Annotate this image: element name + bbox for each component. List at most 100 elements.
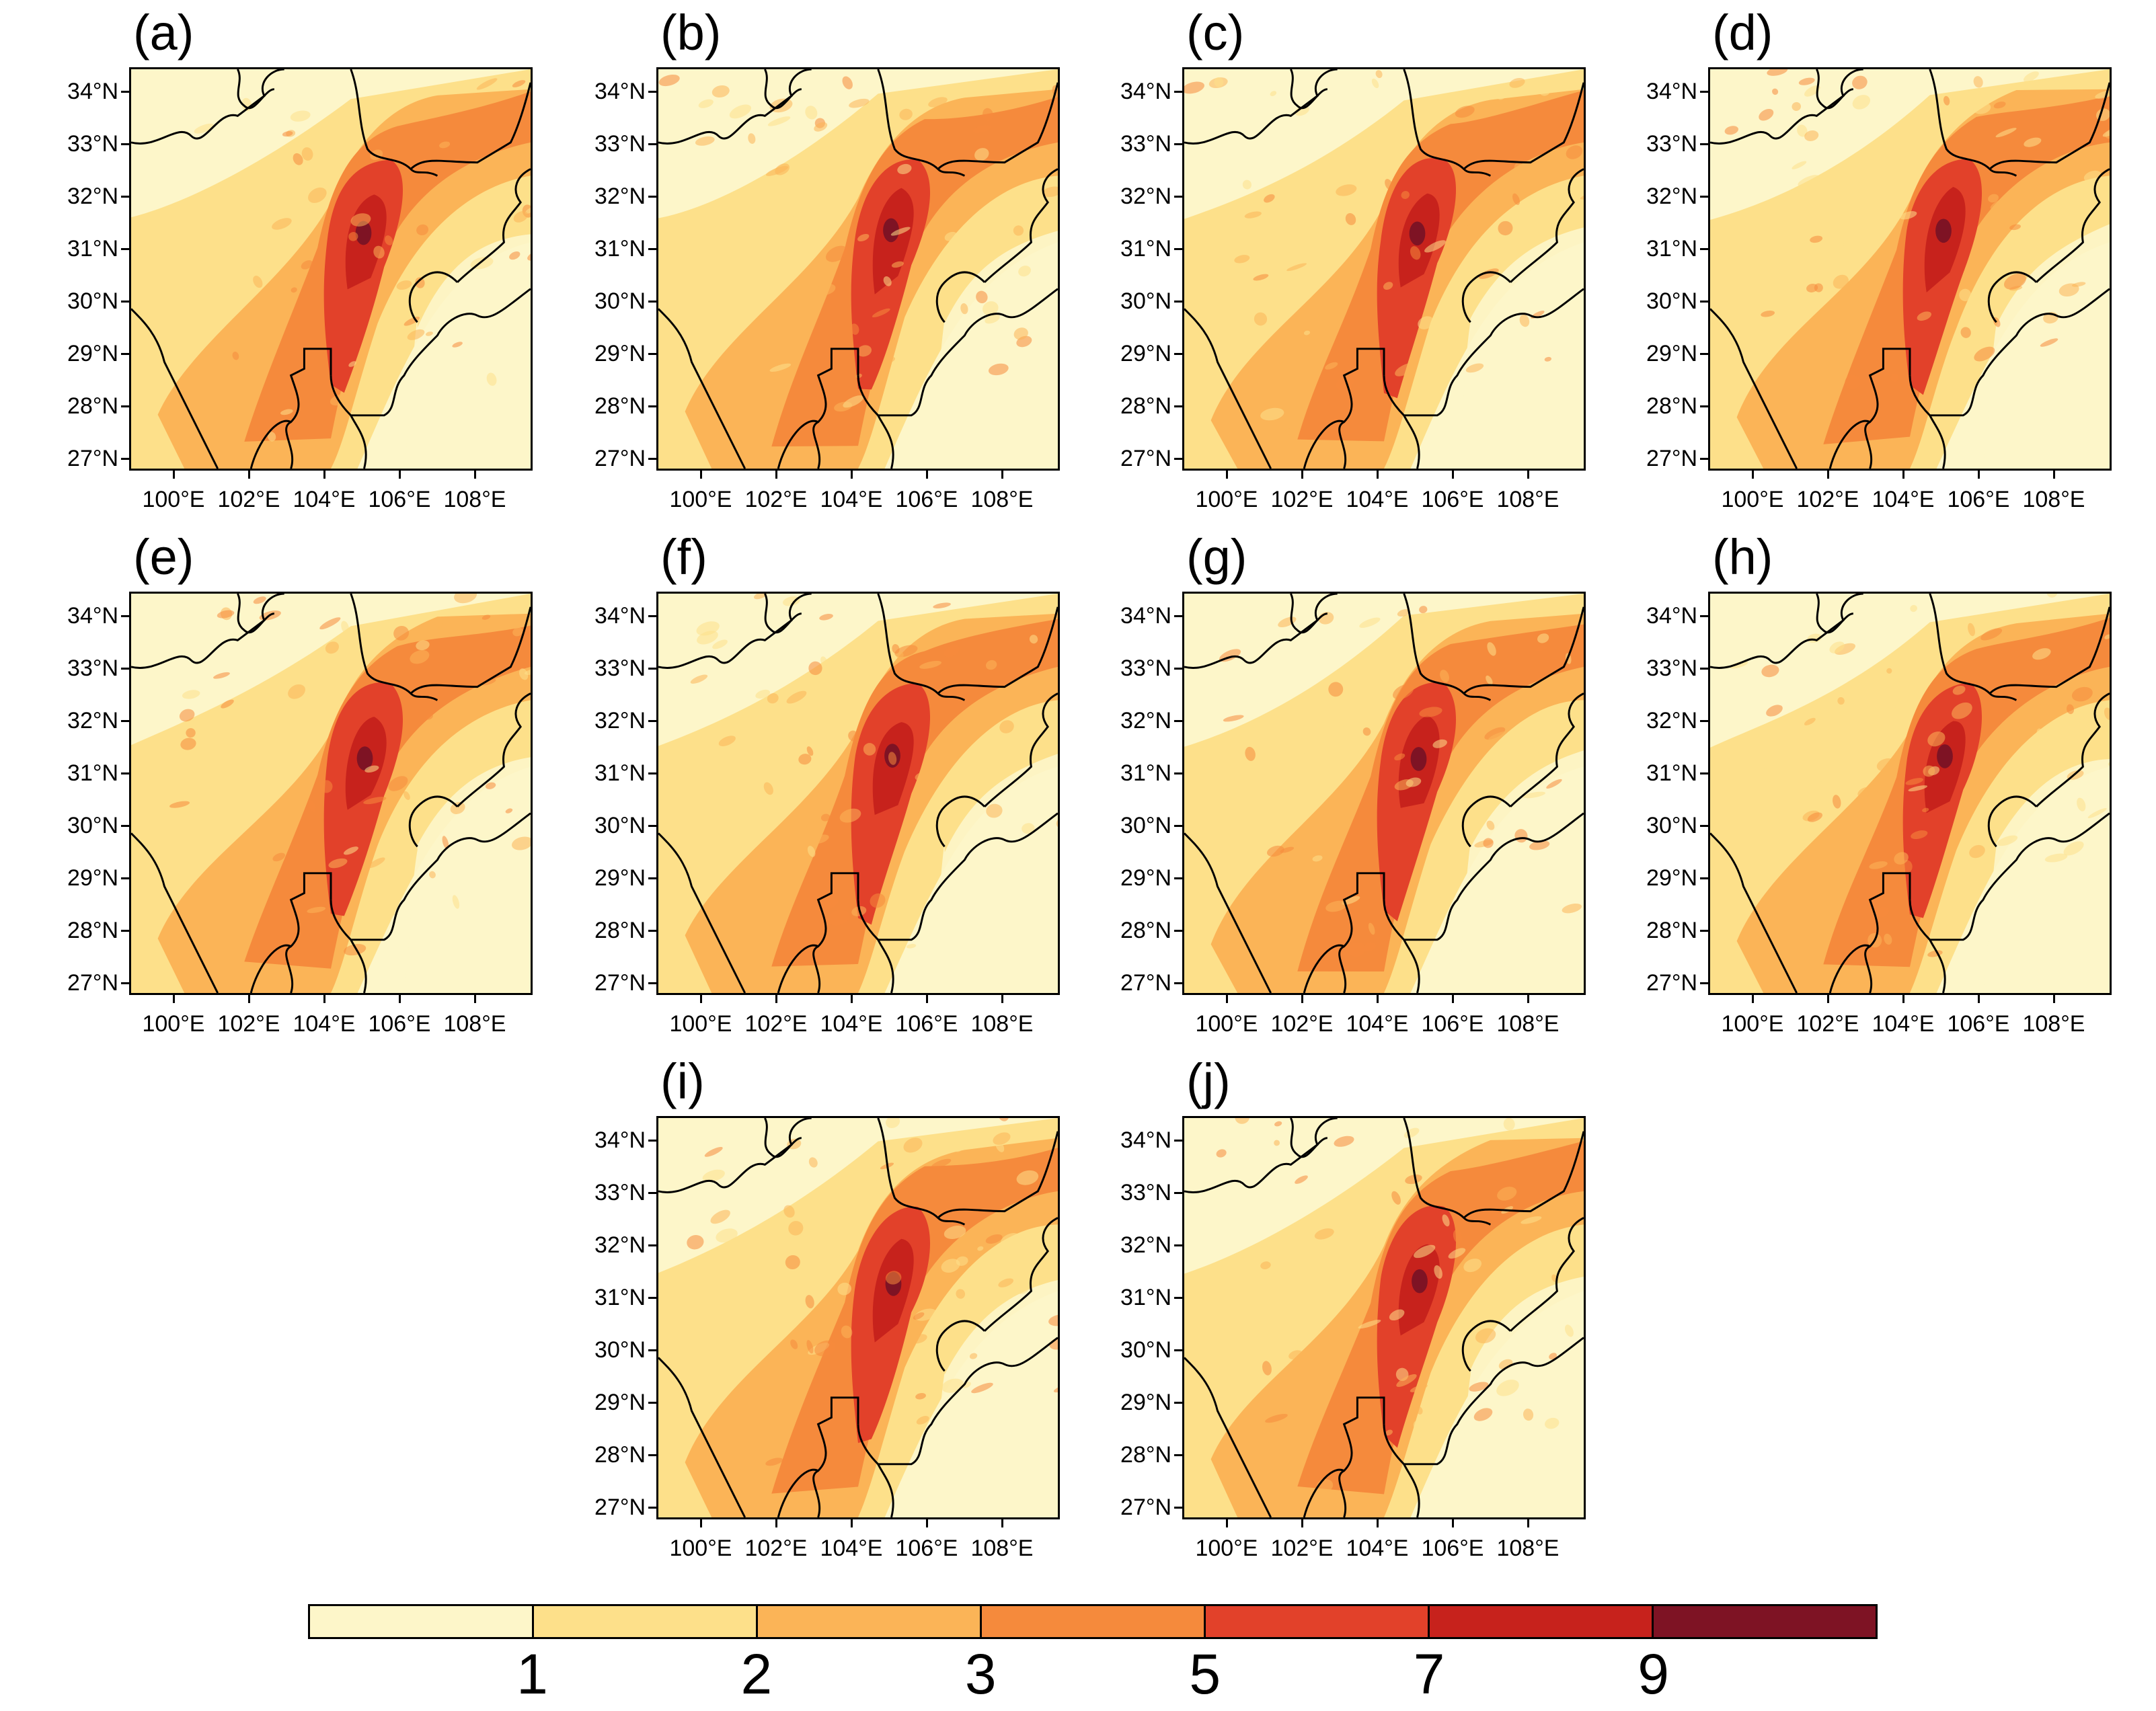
filled-contour-map xyxy=(131,69,531,469)
longitude-tick-label: 104°E xyxy=(1872,1011,1935,1037)
longitude-tick-label: 100°E xyxy=(1721,1011,1784,1037)
contour-level-3 xyxy=(1823,95,2110,444)
contour-level-3 xyxy=(771,619,1058,967)
latitude-tick xyxy=(1174,301,1182,303)
latitude-tick-label: 33°N xyxy=(67,131,118,157)
panel-label: (h) xyxy=(1712,529,1773,585)
longitude-tick xyxy=(1527,995,1529,1003)
province-boundary xyxy=(1184,1357,1272,1517)
province-boundary xyxy=(812,1396,859,1517)
latitude-tick xyxy=(1700,825,1708,827)
latitude-tick xyxy=(121,143,129,145)
longitude-tick-label: 108°E xyxy=(970,487,1034,512)
province-boundary xyxy=(1987,271,2038,323)
latitude-tick-label: 28°N xyxy=(1120,393,1171,419)
province-boundary xyxy=(350,415,367,469)
latitude-tick-label: 29°N xyxy=(594,1390,646,1415)
province-boundary xyxy=(1828,944,1871,993)
latitude-tick-label: 29°N xyxy=(67,865,118,891)
colorbar-label: 2 xyxy=(740,1642,773,1706)
latitude-tick xyxy=(648,982,656,984)
latitude-tick-label: 27°N xyxy=(594,970,646,996)
latitude-tick xyxy=(648,301,656,303)
province-boundary xyxy=(1710,832,1798,993)
latitude-tick xyxy=(648,1507,656,1509)
latitude-tick-label: 32°N xyxy=(594,708,646,733)
colorbar xyxy=(308,1604,1878,1639)
province-boundary xyxy=(1184,69,1338,145)
province-boundary xyxy=(131,594,284,669)
longitude-tick xyxy=(173,471,175,479)
latitude-tick xyxy=(1174,720,1182,722)
latitude-tick xyxy=(648,1402,656,1404)
province-boundary xyxy=(1828,420,1871,469)
province-boundary xyxy=(937,1131,1058,1219)
latitude-tick xyxy=(648,91,656,93)
province-boundary xyxy=(777,944,819,993)
province-boundary xyxy=(812,348,859,469)
panel-label: (d) xyxy=(1712,5,1773,61)
latitude-tick xyxy=(648,248,656,250)
longitude-tick xyxy=(248,471,250,479)
province-boundary xyxy=(350,594,438,701)
longitude-tick xyxy=(700,471,702,479)
longitude-tick-label: 102°E xyxy=(1270,1536,1334,1561)
province-boundary xyxy=(350,69,438,177)
contour-level-3 xyxy=(1297,624,1584,971)
latitude-tick xyxy=(648,196,656,198)
latitude-tick-label: 31°N xyxy=(1120,760,1171,786)
latitude-tick-label: 28°N xyxy=(67,393,118,419)
latitude-tick xyxy=(1700,982,1708,984)
province-boundary xyxy=(1383,812,1584,941)
latitude-tick-label: 29°N xyxy=(594,341,646,366)
province-boundary xyxy=(1929,594,2017,701)
province-boundary xyxy=(1303,944,1345,993)
province-boundary xyxy=(984,692,1058,807)
latitude-tick xyxy=(648,405,656,407)
province-boundary xyxy=(1184,308,1272,469)
map-frame xyxy=(656,1116,1060,1519)
map-panel-c: (c) 34°N 33°N 32°N 31°N 30°N 29°N 28°N 27°N 100°E… xyxy=(1118,8,1656,523)
map-panel-j: (j) 34°N 33°N 32°N 31°N 30°N 29°N 28°N 27°N 100°E… xyxy=(1118,1057,1656,1572)
longitude-tick-label: 108°E xyxy=(443,487,506,512)
latitude-tick xyxy=(1700,91,1708,93)
longitude-tick-label: 106°E xyxy=(895,487,958,512)
colorbar-label: 5 xyxy=(1189,1642,1221,1706)
longitude-tick-label: 106°E xyxy=(895,1011,958,1037)
province-boundary xyxy=(1463,606,1584,694)
latitude-tick-label: 33°N xyxy=(67,655,118,681)
latitude-tick-label: 33°N xyxy=(594,655,646,681)
latitude-tick-label: 32°N xyxy=(1646,184,1697,209)
province-boundary xyxy=(2036,168,2110,283)
province-boundary xyxy=(777,420,819,469)
latitude-tick-label: 34°N xyxy=(594,603,646,629)
longitude-tick xyxy=(851,1519,853,1527)
latitude-tick xyxy=(1700,615,1708,617)
latitude-tick xyxy=(121,877,129,879)
province-boundary xyxy=(1403,415,1420,469)
latitude-tick xyxy=(121,405,129,407)
province-boundary xyxy=(1929,69,2017,177)
latitude-tick-label: 29°N xyxy=(594,865,646,891)
province-boundary xyxy=(1864,872,1911,993)
province-boundary xyxy=(877,415,894,469)
province-boundary xyxy=(249,944,292,993)
colorbar-swatch-3 xyxy=(982,1606,1206,1637)
filled-contour-map xyxy=(658,594,1058,993)
longitude-tick xyxy=(1001,471,1003,479)
latitude-tick xyxy=(1174,458,1182,460)
map-panel-e: (e) 34°N 33°N 32°N 31°N 30°N 29°N 28°N 27°N 100°E… xyxy=(65,532,603,1047)
longitude-tick-label: 100°E xyxy=(1195,1011,1258,1037)
province-boundary xyxy=(1303,420,1345,469)
longitude-tick-label: 104°E xyxy=(820,487,883,512)
longitude-tick-label: 102°E xyxy=(744,487,808,512)
province-boundary xyxy=(131,832,219,993)
latitude-tick xyxy=(648,1140,656,1142)
longitude-tick-label: 102°E xyxy=(1270,487,1334,512)
province-boundary xyxy=(1303,1468,1345,1517)
latitude-tick xyxy=(1174,668,1182,670)
province-boundary xyxy=(935,271,986,323)
province-boundary xyxy=(984,1217,1058,1332)
province-boundary xyxy=(1338,1396,1385,1517)
longitude-tick-label: 102°E xyxy=(217,1011,280,1037)
